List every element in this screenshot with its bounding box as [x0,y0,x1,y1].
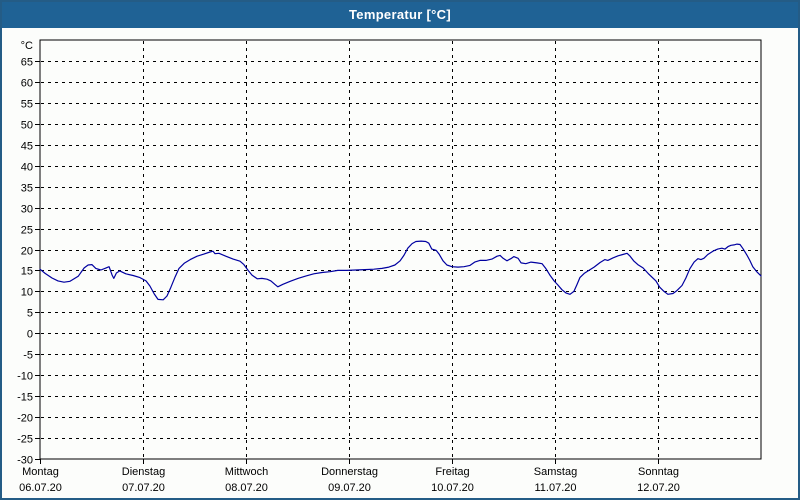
date-label: 07.07.20 [122,482,165,494]
temperature-chart: 65605550454035302520151050-5-10-15-20-25… [17,39,762,494]
y-tick-label: -20 [17,413,33,425]
day-label: Montag [22,466,59,478]
day-label: Dienstag [122,466,165,478]
date-label: 08.07.20 [225,482,268,494]
y-tick-label: 20 [21,246,33,258]
y-tick-label: 15 [21,266,33,278]
y-tick-label: 45 [21,141,33,153]
date-label: 10.07.20 [431,482,474,494]
plot-frame [39,39,762,460]
y-tick-label: 55 [21,99,33,111]
y-tick-label: 0 [27,329,33,341]
day-label: Mittwoch [225,466,268,478]
date-label: 12.07.20 [637,482,680,494]
title-bar[interactable]: Temperatur [°C] [2,2,798,28]
y-tick-label: -25 [17,434,33,446]
temperature-line [39,240,762,301]
window-title: Temperatur [°C] [349,7,451,22]
date-label: 09.07.20 [328,482,371,494]
y-tick-label: 10 [21,287,33,299]
y-tick-label: 25 [21,225,33,237]
y-tick-label: 65 [21,57,33,69]
date-label: 06.07.20 [19,482,62,494]
y-tick-label: 35 [21,183,33,195]
day-label: Sonntag [638,466,679,478]
y-tick-label: -30 [17,455,33,467]
y-tick-label: 50 [21,120,33,132]
day-label: Samstag [534,466,577,478]
y-tick-label: 40 [21,162,33,174]
y-axis-unit-label: °C [21,40,33,52]
day-label: Donnerstag [321,466,378,478]
y-tick-label: -5 [23,350,33,362]
day-label: Freitag [435,466,469,478]
y-tick-label: -10 [17,371,33,383]
y-tick-label: -15 [17,392,33,404]
y-tick-label: 5 [27,308,33,320]
y-tick-label: 60 [21,78,33,90]
y-tick-label: 30 [21,204,33,216]
date-label: 11.07.20 [534,482,576,494]
